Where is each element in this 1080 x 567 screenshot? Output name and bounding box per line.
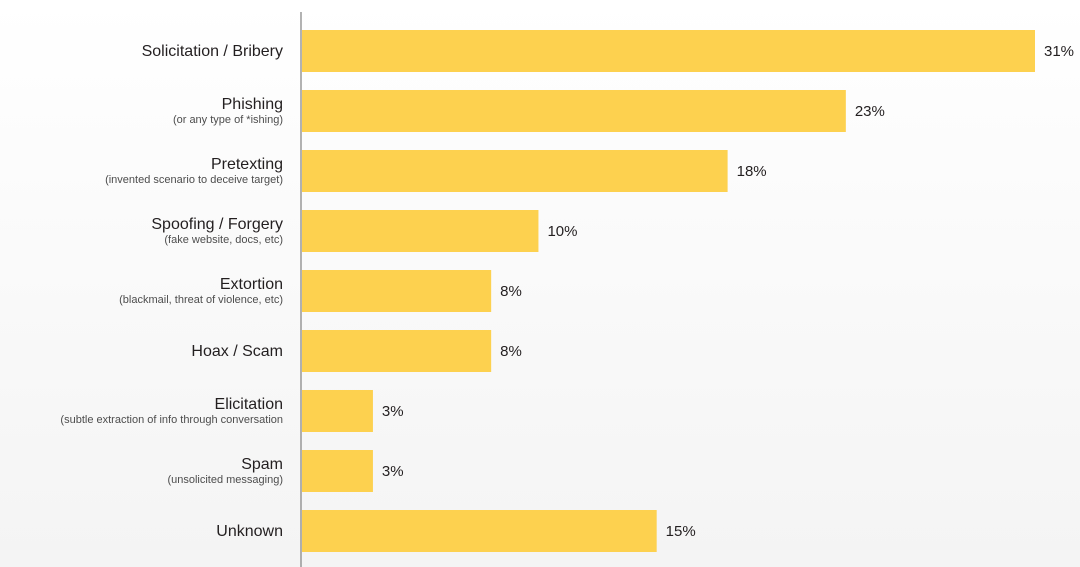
bar-phishing (302, 90, 846, 132)
category-subtitle-spam: (unsolicited messaging) (167, 474, 283, 486)
value-label-phishing: 23% (855, 103, 885, 120)
category-label-phishing: Phishing (222, 96, 283, 113)
category-label-hoax-scam: Hoax / Scam (191, 343, 283, 360)
value-label-solicitation-bribery: 31% (1044, 43, 1074, 60)
category-label-solicitation-bribery: Solicitation / Bribery (142, 43, 283, 60)
category-subtitle-phishing: (or any type of *ishing) (173, 114, 283, 126)
value-label-spoofing-forgery: 10% (547, 223, 577, 240)
bar-solicitation-bribery (302, 30, 1035, 72)
value-label-elicitation: 3% (382, 403, 404, 420)
category-label-spoofing-forgery: Spoofing / Forgery (151, 216, 283, 233)
bar-extortion (302, 270, 492, 312)
bar-pretexting (302, 150, 728, 192)
bar-hoax-scam (302, 330, 492, 372)
category-label-unknown: Unknown (216, 523, 283, 540)
value-label-unknown: 15% (666, 523, 696, 540)
bar-spoofing-forgery (302, 210, 539, 252)
category-label-elicitation: Elicitation (215, 396, 283, 413)
bar-elicitation (302, 390, 373, 432)
category-label-pretexting: Pretexting (211, 156, 283, 173)
category-subtitle-pretexting: (invented scenario to deceive target) (105, 174, 283, 186)
category-subtitle-extortion: (blackmail, threat of violence, etc) (119, 294, 283, 306)
value-label-extortion: 8% (500, 283, 522, 300)
value-label-hoax-scam: 8% (500, 343, 522, 360)
bar-spam (302, 450, 373, 492)
value-label-spam: 3% (382, 463, 404, 480)
value-label-pretexting: 18% (737, 163, 767, 180)
category-subtitle-spoofing-forgery: (fake website, docs, etc) (164, 234, 283, 246)
category-label-spam: Spam (241, 456, 283, 473)
bar-unknown (302, 510, 657, 552)
category-subtitle-elicitation: (subtle extraction of info through conve… (60, 414, 283, 426)
category-label-extortion: Extortion (220, 276, 283, 293)
